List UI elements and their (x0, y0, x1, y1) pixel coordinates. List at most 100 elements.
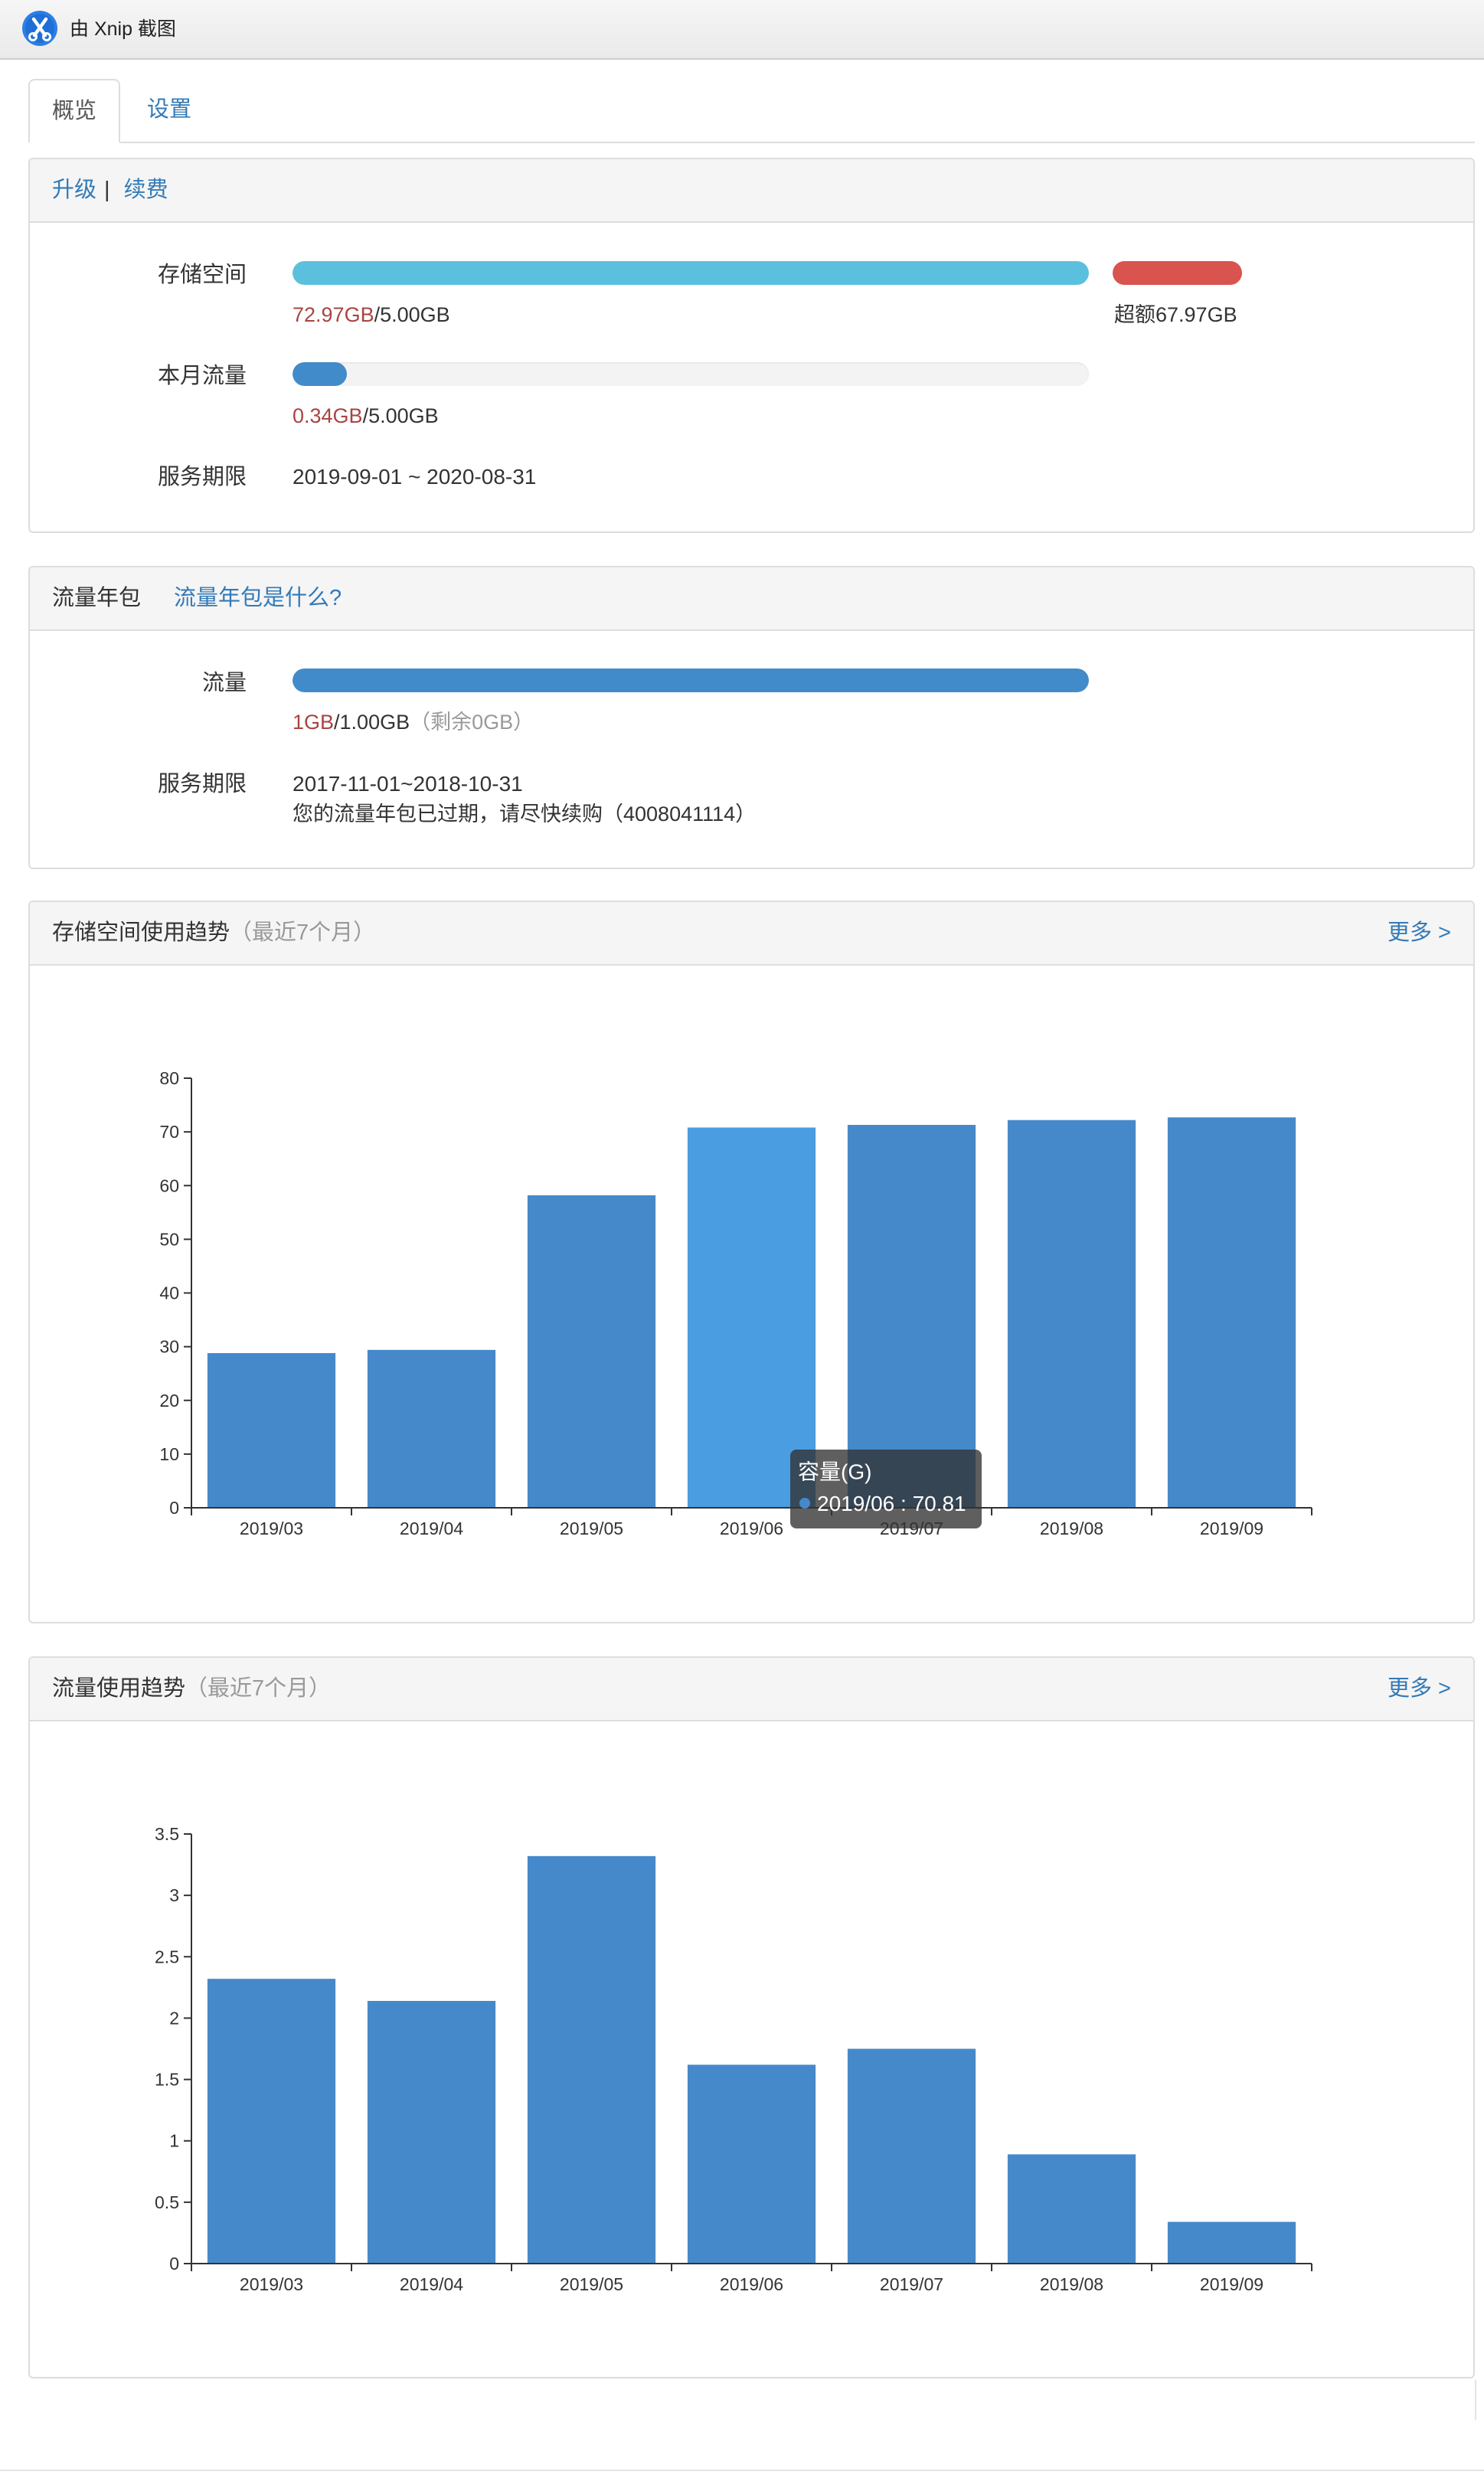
bar-2019-06[interactable] (687, 1127, 816, 1508)
traffic-trend-panel: 流量使用趋势（最近7个月） 更多 > 0 0.5 1 1.5 2 2.5 3 3.5 2019/… (28, 1656, 1475, 2378)
plan-panel-header: 升级 | 续费 (30, 159, 1473, 223)
x-tick-label: 2019/08 (1040, 1519, 1103, 1538)
annual-period-value: 2017-11-01~2018-10-31 (293, 772, 523, 796)
x-tick-label: 2019/06 (720, 2274, 783, 2294)
annual-traffic-bar (293, 669, 1089, 692)
x-tick-label: 2019/04 (400, 2274, 463, 2294)
y-tick-label: 3 (169, 1885, 179, 1905)
annual-remaining-value: （剩余0GB） (410, 711, 534, 734)
y-tick-label: 3.5 (155, 1824, 179, 1844)
bar-2019-04[interactable] (367, 1349, 496, 1508)
y-tick-label: 0.5 (155, 2192, 179, 2212)
bar-2019-05[interactable] (527, 1855, 656, 2264)
x-tick-label: 2019/07 (880, 2274, 943, 2294)
storage-trend-more-link[interactable]: 更多 > (1388, 920, 1451, 945)
bar-2019-05[interactable] (527, 1195, 656, 1508)
service-period-value: 2019-09-01 ~ 2020-08-31 (293, 465, 537, 489)
bar-2019-07[interactable] (847, 1125, 976, 1508)
x-tick-label: 2019/05 (560, 2274, 623, 2294)
bar-2019-03[interactable] (207, 1979, 336, 2264)
storage-usage-fill (293, 261, 1089, 285)
storage-trend-subtitle: （最近7个月） (230, 920, 376, 945)
bar-2019-03[interactable] (207, 1353, 336, 1508)
x-tick-label: 2019/09 (1200, 2274, 1263, 2294)
tooltip-value: 2019/06 : 70.81 (817, 1492, 966, 1515)
tab-bar: 概览 设置 (28, 79, 1475, 143)
x-tick-label: 2019/03 (240, 2274, 303, 2294)
annual-expired-notice: 您的流量年包已过期，请尽快续购（4008041114） (293, 803, 757, 825)
traffic-trend-header: 流量使用趋势（最近7个月） 更多 > (30, 1658, 1473, 1721)
capture-title-bar: 由 Xnip 截图 (0, 0, 1484, 60)
y-tick-label: 2.5 (155, 1947, 179, 1966)
x-tick-label: 2019/03 (240, 1519, 303, 1538)
annual-pack-help-link[interactable]: 流量年包是什么? (174, 586, 342, 610)
storage-used-value: 72.97GB (293, 303, 374, 326)
renew-link[interactable]: 续费 (123, 178, 168, 202)
y-tick-label: 80 (159, 1068, 179, 1088)
tooltip-separator: : (894, 1492, 912, 1515)
page-bottom-rule (0, 2470, 1484, 2471)
x-tick-label: 2019/04 (400, 1519, 463, 1538)
storage-quota-value: /5.00GB (374, 303, 450, 326)
monthly-traffic-label: 本月流量 (157, 364, 247, 388)
tooltip-category: 2019/06 (817, 1492, 894, 1515)
annual-traffic-label: 流量 (201, 671, 247, 695)
annual-traffic-fill (293, 669, 1089, 692)
service-period-label: 服务期限 (157, 465, 247, 489)
traffic-trend-title: 流量使用趋势 (52, 1676, 186, 1701)
storage-trend-header: 存储空间使用趋势（最近7个月） 更多 > (30, 902, 1473, 966)
bar-2019-09[interactable] (1167, 2221, 1296, 2264)
tooltip-background (790, 1450, 982, 1528)
tooltip-series-name: 容量(G) (798, 1460, 871, 1484)
storage-trend-chart: 0 10 20 30 40 50 60 70 80 2019/03 2019/04 2019/05 20… (159, 1068, 1312, 1538)
monthly-traffic-bar (293, 362, 1089, 386)
storage-usage-text: 72.97GB/5.00GB (293, 299, 450, 330)
y-tick-label: 0 (169, 1498, 179, 1518)
y-tick-label: 40 (159, 1283, 179, 1303)
tab-overview[interactable]: 概览 (28, 79, 120, 143)
annual-traffic-text: 1GB/1.00GB（剩余0GB） (293, 707, 534, 737)
storage-trend-panel: 存储空间使用趋势（最近7个月） 更多 > 0 10 20 30 40 50 60 70 80 20… (28, 901, 1475, 1623)
y-tick-label: 60 (159, 1175, 179, 1195)
bar-2019-08[interactable] (1007, 2154, 1136, 2264)
traffic-trend-subtitle: （最近7个月） (185, 1676, 332, 1701)
capture-title: 由 Xnip 截图 (70, 18, 176, 40)
y-tick-label: 30 (159, 1337, 179, 1357)
page-edge-divider (1475, 2380, 1476, 2420)
traffic-used-value: 0.34GB (293, 404, 363, 427)
header-separator: | (104, 178, 110, 202)
annual-period-label: 服务期限 (157, 772, 247, 796)
chart-tooltip: 容量(G) 2019/06 : 70.81 (790, 1450, 982, 1528)
bar-2019-04[interactable] (367, 2000, 496, 2264)
storage-overage-text: 超额67.97GB (1114, 303, 1237, 326)
tab-settings[interactable]: 设置 (146, 97, 191, 122)
xnip-logo-icon (22, 11, 57, 46)
y-tick-label: 20 (159, 1391, 179, 1411)
y-tick-label: 10 (159, 1444, 179, 1464)
monthly-traffic-fill (293, 362, 347, 386)
y-tick-label: 2 (169, 2008, 179, 2028)
annual-pack-title: 流量年包 (52, 586, 142, 610)
y-tick-label: 50 (159, 1229, 179, 1249)
plan-panel: 升级 | 续费 存储空间 72.97GB/5.00GB 超额67.97GB 本月流量… (28, 158, 1475, 533)
traffic-trend-more-link[interactable]: 更多 > (1388, 1676, 1451, 1701)
tooltip-number: 70.81 (913, 1492, 966, 1515)
monthly-traffic-text: 0.34GB/5.00GB (293, 400, 439, 431)
y-tick-label: 70 (159, 1122, 179, 1142)
traffic-quota-value: /5.00GB (362, 404, 439, 427)
x-tick-label: 2019/08 (1040, 2274, 1103, 2294)
upgrade-link[interactable]: 升级 (52, 178, 97, 202)
y-tick-label: 0 (169, 2254, 179, 2274)
annual-quota-value: /1.00GB (334, 711, 410, 734)
bar-2019-06[interactable] (687, 2064, 816, 2264)
x-tick-label: 2019/06 (720, 1519, 783, 1538)
annual-pack-header: 流量年包 流量年包是什么? (30, 567, 1473, 631)
annual-used-value: 1GB (293, 711, 335, 734)
traffic-trend-chart: 0 0.5 1 1.5 2 2.5 3 3.5 2019/03 2019/04 2019/05 201… (155, 1824, 1312, 2294)
storage-label: 存储空间 (157, 263, 247, 287)
y-tick-label: 1 (169, 2131, 179, 2151)
bar-2019-07[interactable] (847, 2048, 976, 2264)
bar-2019-09[interactable] (1167, 1117, 1296, 1508)
storage-trend-title: 存储空间使用趋势 (52, 920, 230, 945)
bar-2019-08[interactable] (1007, 1120, 1136, 1508)
